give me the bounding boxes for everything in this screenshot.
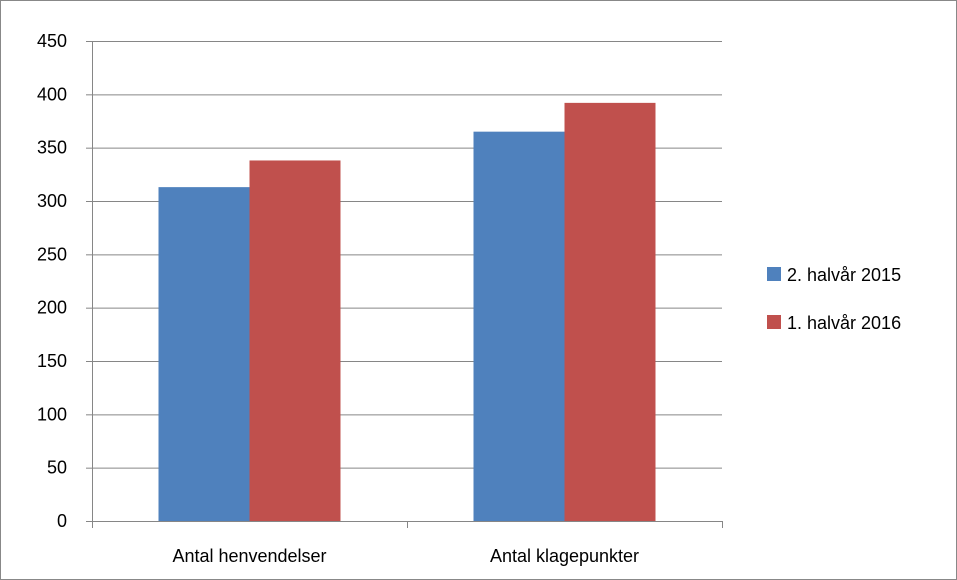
y-tick-label: 200 bbox=[37, 298, 67, 318]
bar bbox=[564, 102, 656, 521]
bar bbox=[473, 131, 565, 521]
legend-swatch bbox=[767, 267, 781, 281]
y-tick-label: 250 bbox=[37, 244, 67, 264]
x-tick-label: Antal klagepunkter bbox=[490, 546, 639, 566]
legend-label: 2. halvår 2015 bbox=[787, 265, 901, 285]
axes bbox=[86, 41, 723, 528]
y-tick-label: 100 bbox=[37, 404, 67, 424]
y-tick-label: 400 bbox=[37, 84, 67, 104]
legend: 2. halvår 2015 1. halvår 2016 bbox=[767, 265, 901, 333]
y-tick-labels: 0 50 100 150 200 250 300 350 400 450 bbox=[37, 31, 67, 531]
legend-swatch bbox=[767, 315, 781, 329]
legend-label: 1. halvår 2016 bbox=[787, 313, 901, 333]
bar bbox=[158, 187, 250, 521]
y-tick-label: 150 bbox=[37, 351, 67, 371]
bar bbox=[249, 160, 341, 521]
y-tick-label: 50 bbox=[47, 458, 67, 478]
y-tick-label: 300 bbox=[37, 191, 67, 211]
y-tick-label: 450 bbox=[37, 31, 67, 51]
x-tick-label: Antal henvendelser bbox=[172, 546, 326, 566]
y-tick-label: 350 bbox=[37, 138, 67, 158]
x-tick-labels: Antal henvendelser Antal klagepunkter bbox=[172, 546, 639, 566]
bars bbox=[158, 102, 656, 521]
y-tick-label: 0 bbox=[57, 511, 67, 531]
